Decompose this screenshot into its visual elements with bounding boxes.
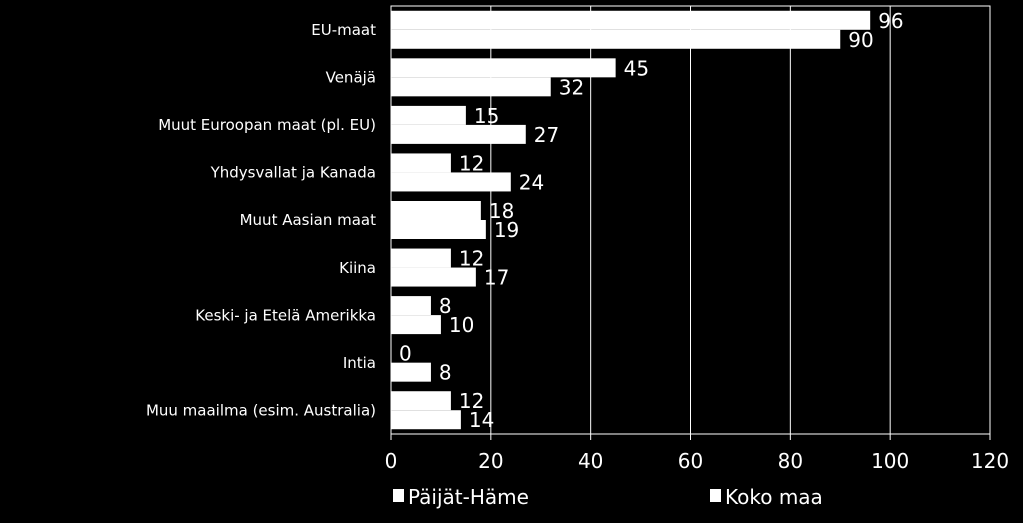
value-label-koko-maa: 10 (449, 313, 474, 337)
bar-paijat-hame (391, 391, 451, 411)
bar-koko-maa (391, 220, 486, 239)
bar-paijat-hame (391, 296, 431, 316)
bar-koko-maa (391, 315, 441, 335)
bar-koko-maa (391, 29, 841, 49)
x-tick-label: 80 (778, 449, 803, 473)
bar-koko-maa (391, 77, 551, 97)
bar-paijat-hame (391, 58, 616, 78)
category-label: Keski- ja Etelä Amerikka (195, 306, 376, 324)
bar-koko-maa (391, 267, 476, 287)
x-tick-label: 0 (385, 449, 398, 473)
legend-label: Päijät-Häme (408, 485, 529, 509)
value-label-koko-maa: 14 (469, 408, 494, 432)
x-tick-label: 60 (678, 449, 703, 473)
category-label: Muu maailma (esim. Australia) (146, 401, 376, 419)
value-label-paijat-hame: 0 (399, 342, 412, 366)
value-label-koko-maa: 32 (559, 75, 584, 99)
bar-paijat-hame (391, 105, 466, 125)
value-label-paijat-hame: 12 (459, 151, 484, 175)
value-label-koko-maa: 27 (534, 123, 559, 147)
value-label-paijat-hame: 12 (459, 389, 484, 413)
value-label-paijat-hame: 15 (474, 104, 499, 128)
x-tick-label: 120 (971, 449, 1009, 473)
x-tick-label: 40 (578, 449, 603, 473)
value-label-paijat-hame: 18 (489, 199, 514, 223)
value-label-paijat-hame: 8 (439, 294, 452, 318)
category-label: Muut Aasian maat (240, 211, 377, 229)
value-label-paijat-hame: 45 (624, 56, 649, 80)
value-label-koko-maa: 24 (519, 170, 544, 194)
legend-label: Koko maa (725, 485, 823, 509)
category-label: EU-maat (311, 21, 376, 39)
x-tick-label: 100 (871, 449, 909, 473)
value-label-paijat-hame: 96 (878, 9, 903, 33)
bar-koko-maa (391, 410, 461, 430)
value-label-koko-maa: 17 (484, 266, 509, 290)
bar-paijat-hame (391, 201, 481, 220)
x-tick-label: 20 (478, 449, 503, 473)
category-label: Intia (343, 354, 376, 372)
bar-koko-maa (391, 172, 511, 192)
category-label: Kiina (339, 259, 376, 277)
legend-swatch (710, 489, 721, 502)
value-label-koko-maa: 8 (439, 361, 452, 385)
value-label-paijat-hame: 12 (459, 247, 484, 271)
category-label: Yhdysvallat ja Kanada (210, 164, 376, 182)
bar-koko-maa (391, 124, 526, 144)
bar-koko-maa (391, 362, 431, 382)
bar-paijat-hame (391, 10, 871, 30)
bar-paijat-hame (391, 248, 451, 268)
value-label-koko-maa: 90 (848, 28, 873, 52)
bar-paijat-hame (391, 153, 451, 173)
category-label: Venäjä (326, 69, 376, 87)
category-label: Muut Euroopan maat (pl. EU) (158, 116, 376, 134)
legend-swatch (393, 489, 404, 502)
value-label-koko-maa: 19 (494, 218, 519, 242)
